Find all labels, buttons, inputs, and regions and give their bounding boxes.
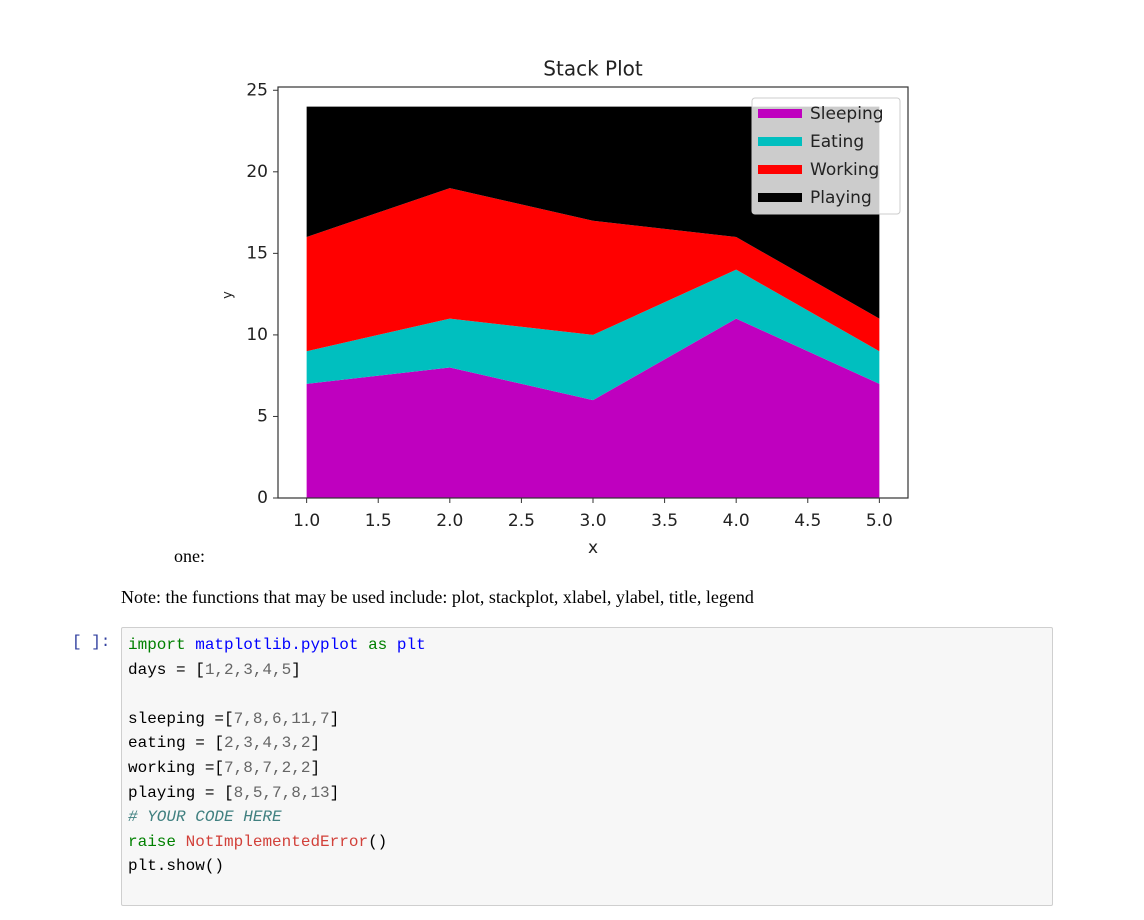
code-token: working =[	[128, 758, 225, 777]
area	[306, 318, 880, 498]
code-line: # YOUR CODE HERE	[128, 805, 1046, 830]
code-token: plt	[396, 636, 426, 654]
code-line: playing = [8,5,7,8,13]	[128, 781, 1046, 806]
note: Note: the functions that may be used inc…	[121, 587, 754, 607]
x-tick-label: 1.0	[293, 511, 320, 531]
code-token: 8,5,7,8,13	[233, 783, 330, 802]
x-tick-label: 3.0	[579, 511, 606, 531]
code-line: import matplotlib.pyplot as plt	[128, 633, 1046, 658]
code-token: # YOUR CODE HERE	[128, 808, 282, 827]
code-token: plt.show()	[128, 857, 225, 876]
y-axis-label: y	[221, 291, 236, 299]
area	[306, 106, 880, 319]
code-line: eating = [2,3,4,3,2]	[128, 731, 1046, 756]
code-token	[186, 636, 196, 654]
code-token	[358, 636, 368, 654]
x-tick-label: 4.0	[723, 511, 750, 531]
chart: Stack Plot x y 1.0 1.5 2.0 2.5 3.0 3.5 4.0 4.5 5…	[221, 57, 909, 558]
y-tick-label: 25	[246, 80, 268, 100]
x-axis-label: x	[588, 538, 598, 558]
x-tick-label: 4.5	[794, 511, 821, 531]
legend-swatch	[758, 137, 802, 146]
text-before: one:	[174, 546, 205, 566]
legend-swatch	[758, 109, 802, 118]
code-token: 1,2,3,4,5	[204, 660, 292, 679]
x-tick-label: 1.5	[365, 511, 392, 531]
legend-swatch	[758, 165, 802, 174]
y-tick-label: 15	[246, 243, 268, 263]
code-token: playing = [	[128, 783, 234, 802]
code-token: 7,8,6,11,7	[233, 709, 330, 728]
legend-label: Playing	[810, 188, 872, 208]
code-token: 7,8,7,2,2	[224, 758, 311, 777]
code-token: sleeping =[	[128, 709, 234, 728]
code-token: NotImplementedError	[185, 832, 369, 851]
code-line: days = [1,2,3,4,5]	[128, 658, 1046, 683]
chart-title: Stack Plot	[543, 57, 643, 81]
cell-prompt: [ ]:	[72, 633, 111, 651]
code-cell[interactable]: import matplotlib.pyplot as plt days = [1…	[121, 627, 1053, 906]
area	[306, 188, 880, 352]
code-token: ]	[310, 758, 321, 777]
code-token	[387, 636, 397, 654]
y-tick-label: 0	[257, 488, 268, 508]
code-token: ]	[329, 783, 340, 802]
code-token: eating = [	[128, 734, 225, 753]
x-tick-label: 2.5	[508, 511, 535, 531]
legend-swatch	[758, 193, 802, 202]
legend-label: Eating	[810, 132, 864, 152]
code-token: 2,3,4,3,2	[224, 734, 311, 753]
x-tick-label: 2.0	[436, 511, 463, 531]
code-token: ()	[368, 832, 388, 851]
code-token: ]	[329, 709, 340, 728]
legend: Sleeping Eating Working Playing	[751, 97, 901, 215]
x-tick-label: 5.0	[866, 511, 893, 531]
y-tick-label: 5	[257, 406, 268, 426]
legend-label: Working	[810, 160, 879, 180]
code-token: matplotlib.pyplot	[195, 636, 359, 654]
code-token	[176, 833, 186, 851]
code-line: plt.show()	[128, 854, 1046, 879]
code-token: ]	[310, 734, 321, 753]
code-token: as	[368, 636, 388, 654]
code-token: ]	[291, 660, 301, 679]
x-tick-label: 3.5	[651, 511, 678, 531]
code-token: days = [	[128, 660, 205, 679]
code-token: raise	[128, 832, 177, 851]
y-tick-label: 10	[246, 325, 268, 345]
code-token: import	[128, 636, 186, 654]
code-line: working =[7,8,7,2,2]	[128, 756, 1046, 781]
legend-box	[751, 97, 901, 215]
code-line: raise NotImplementedError()	[128, 830, 1046, 855]
legend-label: Sleeping	[810, 104, 884, 124]
y-tick-label: 20	[246, 162, 268, 182]
code-line: sleeping =[7,8,6,11,7]	[128, 707, 1046, 732]
code-line	[128, 682, 1046, 707]
